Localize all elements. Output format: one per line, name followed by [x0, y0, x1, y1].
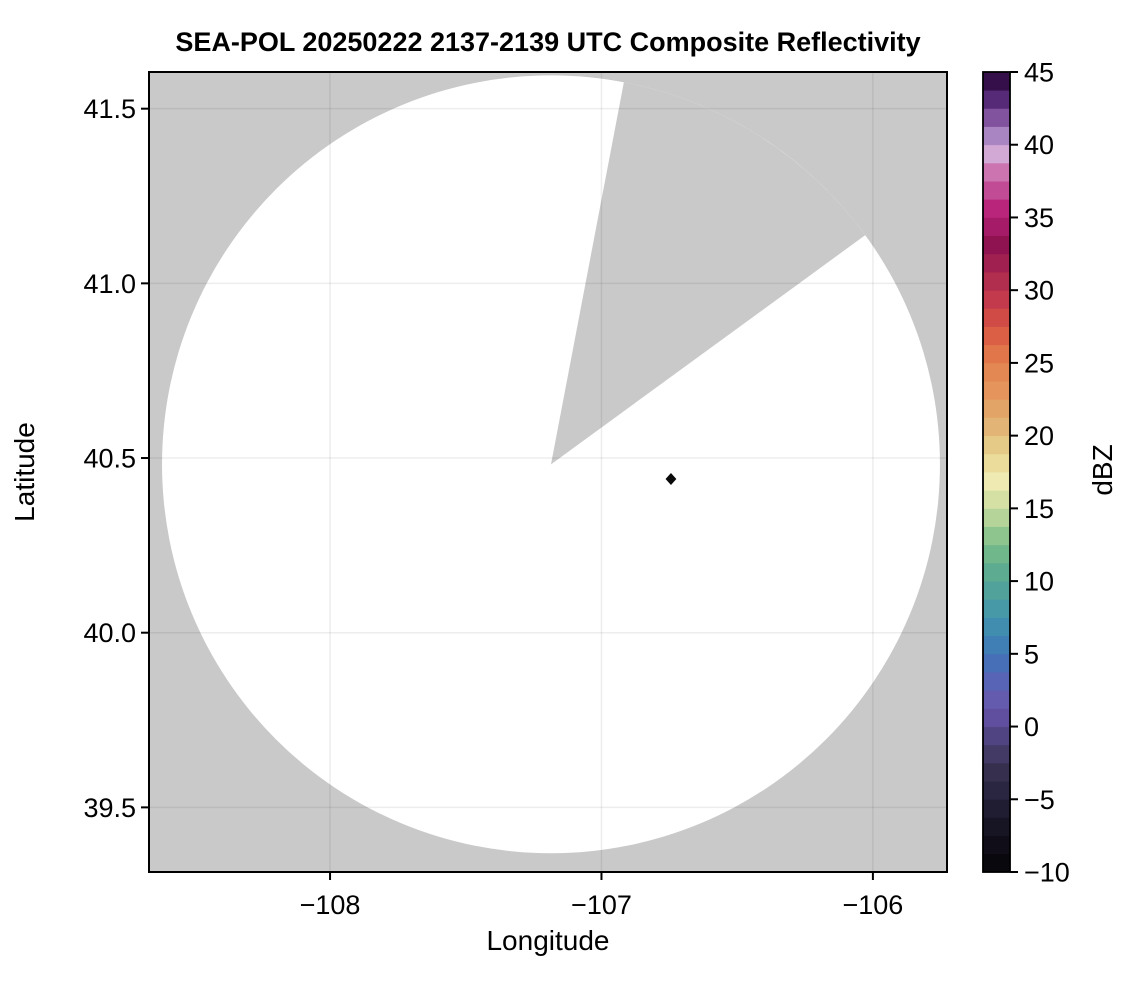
- y-tick-label: 39.5: [83, 793, 136, 823]
- colorbar-band: [983, 326, 1010, 346]
- colorbar-tick-label: 45: [1024, 58, 1054, 88]
- colorbar-label: dBZ: [1087, 444, 1118, 495]
- colorbar-band: [983, 780, 1010, 800]
- colorbar-border: [982, 71, 1011, 873]
- y-tick-label: 40.0: [83, 618, 136, 648]
- colorbar-tick-label: 35: [1024, 203, 1054, 233]
- colorbar-band: [983, 580, 1010, 600]
- colorbar-tick-label: 5: [1024, 639, 1039, 669]
- colorbar-band: [983, 835, 1010, 855]
- colorbar-band: [983, 271, 1010, 291]
- colorbar-band: [983, 744, 1010, 764]
- x-tick-label: −108: [300, 890, 361, 920]
- colorbar-band: [983, 635, 1010, 655]
- colorbar-band: [983, 180, 1010, 200]
- colorbar-tick-label: 10: [1024, 567, 1054, 597]
- colorbar-band: [983, 417, 1010, 437]
- y-tick-label: 40.5: [83, 444, 136, 474]
- site-marker-diamond: [665, 472, 677, 485]
- axes-border: [148, 71, 948, 873]
- colorbar-band: [983, 526, 1010, 546]
- colorbar-band: [983, 817, 1010, 837]
- colorbar-band: [983, 71, 1010, 91]
- x-axis-label: Longitude: [486, 925, 609, 956]
- colorbar-band: [983, 762, 1010, 782]
- colorbar-band: [983, 671, 1010, 691]
- colorbar-tick-label: 20: [1024, 421, 1054, 451]
- colorbar-band: [983, 307, 1010, 327]
- blocked-sector-wedge: [550, 82, 866, 465]
- colorbar-band: [983, 344, 1010, 364]
- colorbar-band: [983, 598, 1010, 618]
- colorbar-band: [983, 507, 1010, 527]
- colorbar-band: [983, 198, 1010, 218]
- colorbar-band: [983, 489, 1010, 509]
- colorbar-tick-label: 40: [1024, 130, 1054, 160]
- colorbar-band: [983, 144, 1010, 164]
- colorbar-band: [983, 544, 1010, 564]
- colorbar-band: [983, 653, 1010, 673]
- x-tick-label: −107: [571, 890, 632, 920]
- colorbar-band: [983, 362, 1010, 382]
- colorbar-band: [983, 162, 1010, 182]
- colorbar-band: [983, 853, 1010, 873]
- plot-render-layer: −108 −107 −106 41.5 41.0 40.5 40.0 39.5 45 40 35 30…: [83, 58, 1069, 921]
- colorbar-band: [983, 562, 1010, 582]
- colorbar-tick-label: 0: [1024, 712, 1039, 742]
- y-tick-label: 41.0: [83, 269, 136, 299]
- y-tick-label: 41.5: [83, 94, 136, 124]
- colorbar-tick-label: 15: [1024, 494, 1054, 524]
- colorbar-band: [983, 107, 1010, 127]
- colorbar-band: [983, 689, 1010, 709]
- colorbar-band: [983, 435, 1010, 455]
- colorbar-band: [983, 798, 1010, 818]
- colorbar-band: [983, 471, 1010, 491]
- colorbar-band: [983, 707, 1010, 727]
- colorbar-band: [983, 89, 1010, 109]
- colorbar-band: [983, 217, 1010, 237]
- x-tick-label: −106: [842, 890, 903, 920]
- colorbar-tick-label: −10: [1024, 858, 1070, 888]
- colorbar-tick-label: −5: [1024, 785, 1055, 815]
- colorbar-tick-label: 25: [1024, 348, 1054, 378]
- colorbar-band: [983, 126, 1010, 146]
- colorbar-band: [983, 398, 1010, 418]
- colorbar-band: [983, 380, 1010, 400]
- colorbar-band: [983, 726, 1010, 746]
- colorbar-band: [983, 253, 1010, 273]
- y-axis-label: Latitude: [9, 422, 40, 522]
- colorbar-band: [983, 289, 1010, 309]
- colorbar-band: [983, 453, 1010, 473]
- colorbar-tick-label: 30: [1024, 276, 1054, 306]
- chart-title: SEA-POL 20250222 2137-2139 UTC Composite…: [175, 27, 920, 57]
- colorbar-band: [983, 617, 1010, 637]
- colorbar-band: [983, 235, 1010, 255]
